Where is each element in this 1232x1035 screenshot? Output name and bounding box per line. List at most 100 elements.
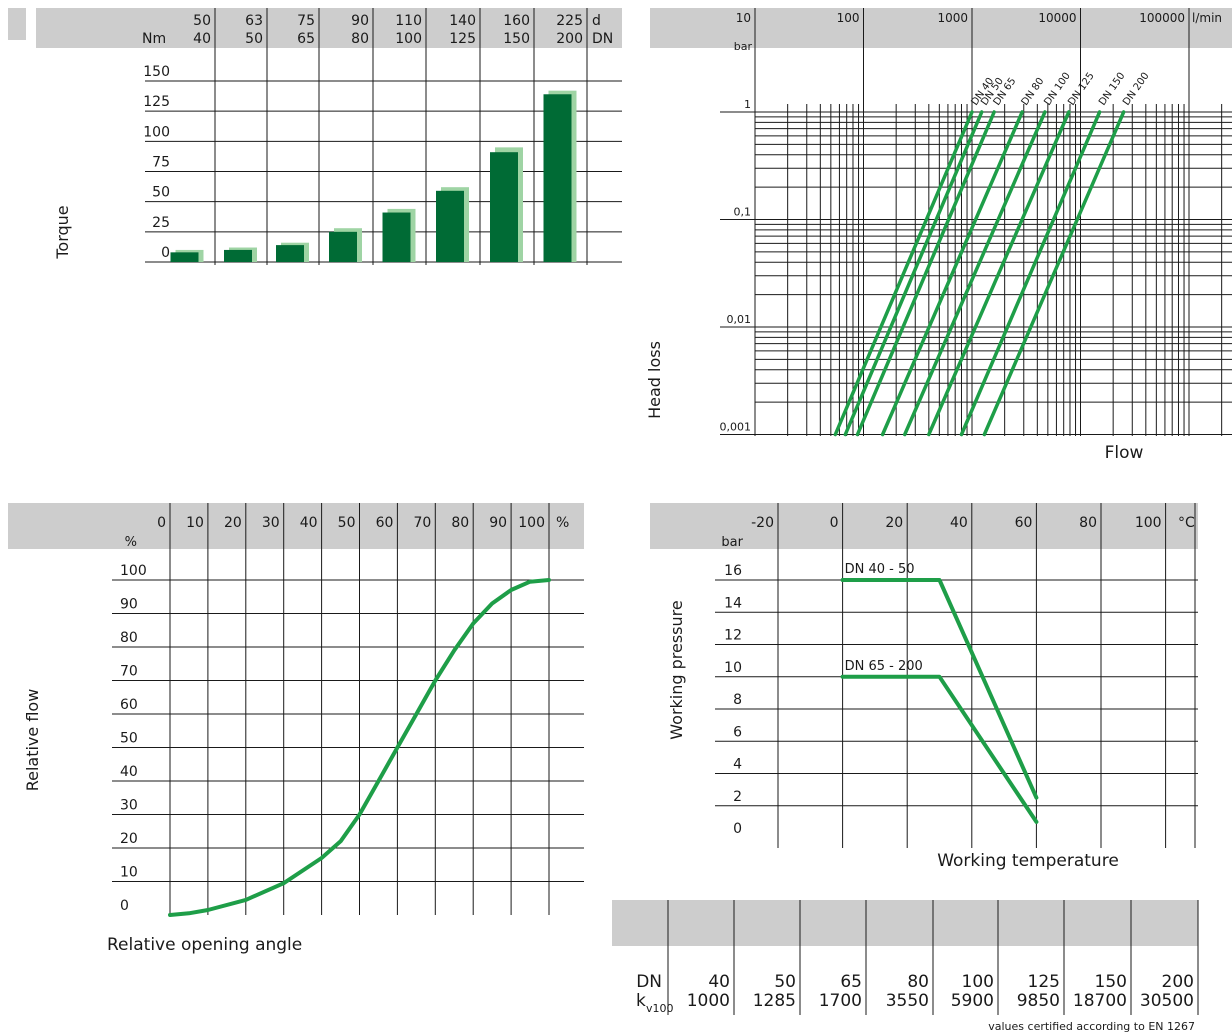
relflow-header-band [8,503,584,549]
kv-dn-value: 150 [1095,972,1127,992]
headloss-x-tick: 10000 [1038,11,1076,25]
headloss-y-tick: 1 [744,98,751,111]
relflow-x-tick: 20 [224,515,242,531]
torque-d-label: 90 [351,13,369,29]
torque-dn-label: 50 [245,31,263,47]
torque-d-label: 225 [556,13,583,29]
headloss-x-tick: 100 [837,11,860,25]
torque-y-axis-label: Torque [53,205,72,259]
torque-d-label: 140 [449,13,476,29]
headloss-header-band [650,8,1232,48]
headloss-y-axis-label: Head loss [645,341,664,419]
relflow-y-tick: 20 [120,831,138,847]
headloss-series-line [903,110,1047,437]
kv-kv-value: 1000 [687,991,730,1011]
kv-dn-value: 100 [962,972,994,992]
torque-d-header: d [592,13,601,29]
torque-chart: 50 40 63 50 75 65 90 80 110 100 140 125 160 150 225 200… [8,8,622,265]
headloss-series-line [855,110,996,437]
pressure-y-tick: 4 [733,757,742,773]
headloss-x-tick: 1000 [937,11,968,25]
headloss-y-tick: 0,1 [734,206,752,219]
kv-dn-value: 65 [840,972,862,992]
torque-dn-label: 125 [449,31,476,47]
headloss-series-line [982,110,1126,437]
pressure-series-label: DN 40 - 50 [845,562,915,577]
torque-bar-dark [170,252,199,262]
headloss-y-tick: 0,01 [727,313,752,326]
relflow-x-tick: 0 [157,515,166,531]
pressure-y-tick: 16 [724,563,742,579]
pressure-header-band [650,503,1198,549]
torque-header-band [36,8,622,48]
headloss-series-line [927,110,1071,437]
pressure-series-label: DN 65 - 200 [845,659,923,674]
pressure-y-tick: 0 [733,821,742,837]
relflow-y-unit: % [125,535,137,550]
torque-bar-dark [543,94,572,262]
relflow-x-tick: 80 [451,515,469,531]
torque-bar-dark [329,231,357,262]
torque-bar-dark [382,212,411,262]
relflow-x-tick: 30 [262,515,280,531]
torque-bar-dark [490,152,518,262]
torque-y-tick: 25 [152,215,170,231]
relflow-y-tick: 100 [120,563,147,579]
torque-d-label: 63 [245,13,263,29]
relflow-y-tick: 30 [120,798,138,814]
pressure-y-tick: 12 [724,628,742,644]
headloss-x-unit: l/min [1192,11,1222,25]
kv-dn-value: 200 [1162,972,1194,992]
pressure-x-tick: -20 [751,515,774,531]
pressure-x-unit: °C [1178,515,1195,531]
relflow-y-tick: 70 [120,664,138,680]
pressure-y-tick: 6 [733,724,742,740]
headloss-series-line [833,110,974,437]
kv-dn-value: 40 [708,972,730,992]
relflow-y-tick: 60 [120,697,138,713]
torque-y-tick: 75 [152,155,170,171]
torque-corner-tab [8,8,26,40]
kv-dn-value: 125 [1028,972,1060,992]
relflow-y-axis-label: Relative flow [23,689,42,792]
torque-d-label: 160 [503,13,530,29]
relative-flow-chart: 0 10 20 30 40 50 60 70 80 90 100 %%1009080706050403… [8,503,584,955]
torque-dn-header: DN [592,31,613,47]
relflow-series-line [168,578,551,917]
torque-bar-dark [224,249,252,262]
kv-kv-value: 3550 [886,991,929,1011]
relflow-x-tick: 70 [413,515,431,531]
pressure-x-tick: 40 [950,515,968,531]
pressure-y-tick: 14 [724,595,742,611]
relflow-x-tick: 90 [489,515,507,531]
torque-dn-label: 40 [193,31,211,47]
relflow-y-tick: 0 [120,898,129,914]
torque-d-label: 75 [297,13,315,29]
kv-kv-value: 30500 [1140,991,1194,1011]
relflow-y-tick: 90 [120,597,138,613]
relflow-y-tick: 50 [120,731,138,747]
kv-dn-header: DN [636,972,662,992]
headloss-x-axis-label: Flow [1105,443,1144,463]
kv-kv-subscript: v100 [646,1002,674,1015]
torque-y-tick: 0 [161,245,170,261]
torque-dn-label: 200 [556,31,583,47]
kv-header-band [612,900,1198,946]
torque-y-tick: 125 [143,94,170,110]
pressure-y-axis-label: Working pressure [667,600,686,739]
headloss-chart: 10 100 1000 10000 100000 l/min bar 1 0,1 0,01 0,00… [645,8,1232,463]
headloss-series-line [959,110,1102,437]
kv-kv-value: 9850 [1017,991,1060,1011]
kv-footnote: values certified according to EN 1267 [988,1020,1195,1033]
kv-kv-header: k [636,991,646,1011]
relflow-x-tick: 100 [518,515,545,531]
kv-kv-value: 1285 [753,991,796,1011]
torque-unit-label: Nm [142,31,166,47]
relflow-x-tick: 40 [300,515,318,531]
kv-kv-value: 5900 [951,991,994,1011]
torque-y-tick: 50 [152,185,170,201]
torque-d-label: 50 [193,13,211,29]
pressure-x-tick: 20 [885,515,903,531]
